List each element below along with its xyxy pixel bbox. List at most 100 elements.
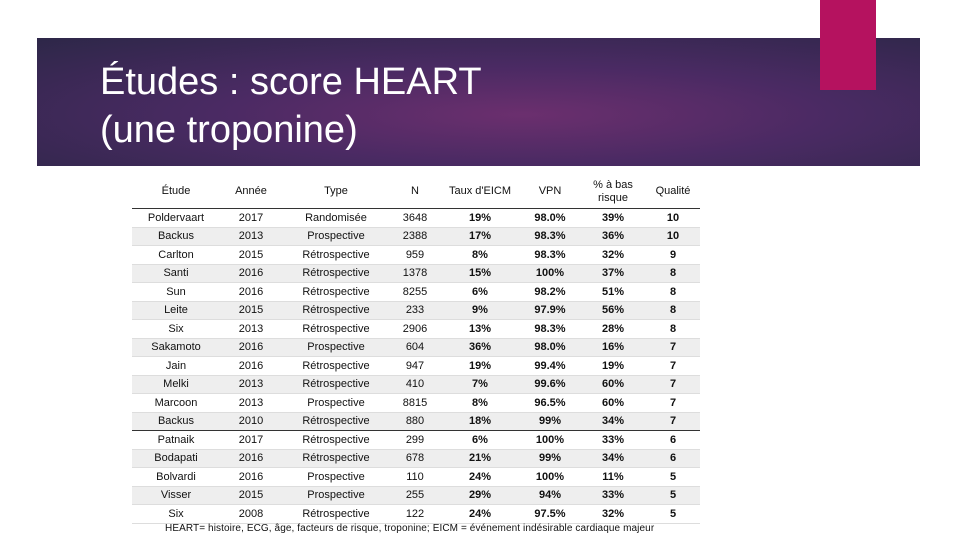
title-banner	[37, 38, 920, 166]
cell-vpn: 100%	[520, 264, 580, 283]
table-row: Backus 2010 Rétrospective 880 18% 99% 34% 7	[132, 412, 700, 431]
cell-annee: 2015	[220, 301, 282, 320]
cell-annee: 2008	[238, 507, 264, 520]
cell-bas-risque: 32%	[601, 507, 625, 520]
cell-n: 880	[390, 412, 440, 431]
cell-n: 410	[390, 375, 440, 394]
cell-annee: 2013	[220, 375, 282, 394]
cell-bas-risque: 37%	[580, 264, 646, 283]
cell-bas-risque: 36%	[580, 227, 646, 246]
cell-vpn: 98.3%	[520, 227, 580, 246]
cell-annee: 2015	[238, 248, 264, 261]
header-taux-eicm: Taux d'EICM	[448, 185, 511, 197]
cell-qualite: 5	[646, 486, 700, 505]
table-row: Santi 2016 Rétrospective 1378 15% 100% 37% 8	[132, 264, 700, 283]
cell-annee: 2016	[220, 449, 282, 468]
cell-etude: Visser	[132, 486, 220, 505]
cell-vpn: 96.5%	[534, 396, 566, 409]
cell-n: 299	[405, 433, 425, 446]
cell-taux-eicm: 19%	[468, 211, 492, 224]
table-row: Jain 2016 Rétrospective 947 19% 99.4% 19% 7	[132, 357, 700, 375]
cell-type: Randomisée	[305, 211, 367, 224]
cell-vpn: 97.5%	[534, 507, 566, 520]
cell-annee: 2013	[238, 396, 264, 409]
cell-bas-risque: 33%	[601, 433, 625, 446]
cell-n: 8255	[402, 285, 428, 298]
cell-taux-eicm: 7%	[440, 375, 520, 394]
cell-n: 122	[405, 507, 425, 520]
cell-etude: Six	[168, 322, 184, 335]
cell-type: Rétrospective	[282, 412, 390, 431]
cell-qualite: 6	[669, 433, 677, 446]
header-n: N	[411, 185, 419, 197]
cell-bas-risque: 11%	[602, 470, 624, 483]
cell-taux-eicm: 29%	[440, 486, 520, 505]
table-row: Melki 2013 Rétrospective 410 7% 99.6% 60% 7	[132, 375, 700, 394]
title-line-1: Études : score HEART	[100, 61, 482, 103]
cell-annee: 2015	[220, 486, 282, 505]
cell-annee: 2017	[238, 211, 264, 224]
table-row: Carlton 2015 Rétrospective 959 8% 98.3% 32% 9	[132, 246, 700, 264]
cell-qualite: 10	[646, 227, 700, 246]
table-row: Sakamoto 2016 Prospective 604 36% 98.0% 16% 7	[132, 338, 700, 357]
header-type: Type	[324, 185, 348, 197]
title-line-2: (une troponine)	[100, 109, 358, 151]
cell-vpn: 99%	[520, 412, 580, 431]
cell-taux-eicm: 8%	[472, 396, 488, 409]
cell-vpn: 100%	[535, 433, 565, 446]
cell-taux-eicm: 18%	[440, 412, 520, 431]
cell-n: 947	[405, 359, 425, 372]
cell-qualite: 9	[669, 248, 677, 261]
cell-bas-risque: 19%	[601, 359, 625, 372]
cell-bas-risque: 34%	[580, 449, 646, 468]
cell-etude: Melki	[132, 375, 220, 394]
cell-etude: Bodapati	[132, 449, 220, 468]
cell-etude: Sakamoto	[132, 338, 220, 357]
table-row: Poldervaart 2017 Randomisée 3648 19% 98.0% 39%…	[132, 209, 700, 227]
cell-bas-risque: 51%	[601, 285, 625, 298]
cell-taux-eicm: 19%	[468, 359, 492, 372]
cell-type: Rétrospective	[302, 433, 370, 446]
cell-taux-eicm: 9%	[440, 301, 520, 320]
cell-n: 233	[390, 301, 440, 320]
slide-title: Études : score HEART (une troponine)	[100, 58, 482, 154]
cell-qualite: 8	[646, 264, 700, 283]
cell-bas-risque: 39%	[601, 211, 625, 224]
cell-annee: 2016	[238, 470, 264, 483]
cell-n: 604	[390, 338, 440, 357]
cell-n: 2388	[390, 227, 440, 246]
cell-bas-risque: 56%	[580, 301, 646, 320]
header-etude: Étude	[161, 185, 191, 197]
cell-bas-risque: 16%	[580, 338, 646, 357]
cell-etude: Poldervaart	[147, 211, 205, 224]
cell-type: Rétrospective	[282, 301, 390, 320]
cell-vpn: 99%	[520, 449, 580, 468]
table-row: Visser 2015 Prospective 255 29% 94% 33% 5	[132, 486, 700, 505]
cell-type: Prospective	[282, 227, 390, 246]
cell-n: 2906	[402, 322, 428, 335]
cell-bas-risque: 60%	[580, 375, 646, 394]
cell-n: 678	[390, 449, 440, 468]
cell-etude: Patnaik	[157, 433, 195, 446]
cell-bas-risque: 28%	[601, 322, 625, 335]
table-header-row: Étude Année Type N Taux d'EICM VPN % à b…	[132, 175, 700, 209]
cell-qualite: 6	[646, 449, 700, 468]
cell-type: Prospective	[307, 470, 365, 483]
cell-taux-eicm: 24%	[468, 470, 492, 483]
accent-bar	[820, 0, 876, 90]
cell-etude: Santi	[132, 264, 220, 283]
cell-bas-risque: 60%	[601, 396, 625, 409]
cell-type: Rétrospective	[302, 248, 370, 261]
table-row: Bodapati 2016 Rétrospective 678 21% 99% 34% 6	[132, 449, 700, 468]
studies-table-container: Étude Année Type N Taux d'EICM VPN % à b…	[132, 175, 700, 524]
cell-vpn: 94%	[520, 486, 580, 505]
cell-etude: Sun	[166, 285, 186, 298]
cell-type: Prospective	[282, 338, 390, 357]
cell-annee: 2016	[238, 359, 264, 372]
table-row: Six 2008 Rétrospective 122 24% 97.5% 32% 5	[132, 505, 700, 523]
cell-qualite: 5	[669, 507, 677, 520]
cell-qualite: 8	[669, 322, 677, 335]
table-row: Backus 2013 Prospective 2388 17% 98.3% 36% 10	[132, 227, 700, 246]
cell-vpn: 98.3%	[534, 248, 566, 261]
cell-qualite: 8	[646, 301, 700, 320]
